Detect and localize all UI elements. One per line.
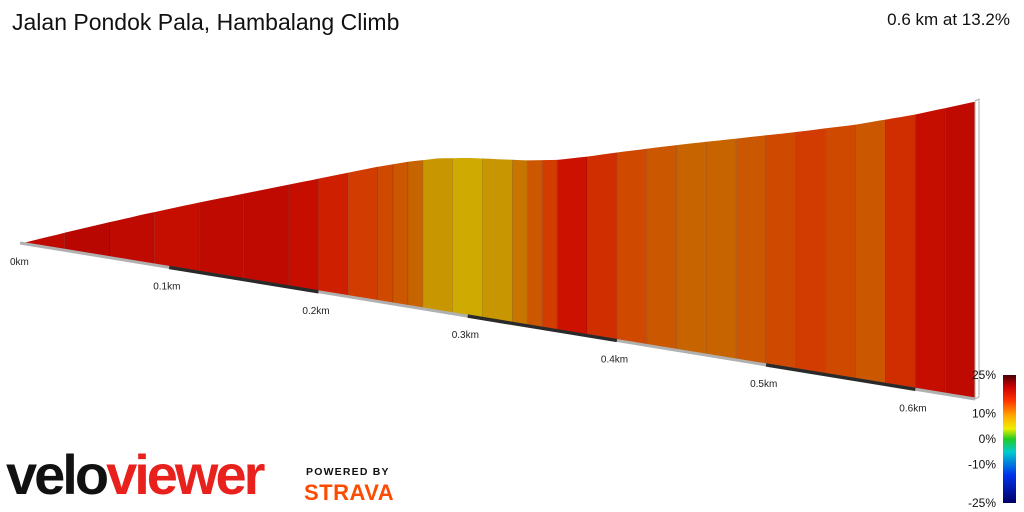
distance-band <box>467 314 618 343</box>
climb-summary: 0.6 km at 13.2% <box>887 10 1010 29</box>
distance-tick-label: 0.2km <box>302 306 329 317</box>
gradient-scale-label: -10% <box>968 458 996 472</box>
gradient-scale-label: 0% <box>979 432 997 446</box>
distance-ticks: 0km 0.1km 0.2km 0.3km 0.4km 0.5km 0.6km <box>10 257 927 414</box>
gradient-segment <box>153 201 200 273</box>
gradient-segment <box>706 137 737 361</box>
gradient-segment <box>541 158 558 332</box>
gradient-scale-label: 25% <box>972 368 996 382</box>
logo-velo: veloviewer <box>6 448 265 506</box>
distance-tick-label: 0.6km <box>899 403 926 414</box>
profile-top-edge <box>19 100 976 244</box>
gradient-segment <box>825 123 856 380</box>
gradient-segment <box>586 151 618 341</box>
gradient-segment <box>885 113 916 390</box>
gradient-segment <box>288 177 319 293</box>
distance-band <box>168 265 319 294</box>
gradient-segment <box>482 157 513 324</box>
gradient-segment <box>422 157 454 315</box>
distance-tick-label: 0.4km <box>601 355 628 366</box>
strava-logo: STRAVA <box>304 480 395 505</box>
page-title: Jalan Pondok Pala, Hambalang Climb <box>12 9 400 35</box>
gradient-segment <box>392 160 409 307</box>
gradient-segment <box>317 171 349 298</box>
gradient-scale-bar <box>1003 375 1016 503</box>
gradient-segment <box>855 118 886 385</box>
distance-tick-label: 0km <box>10 257 29 268</box>
distance-tick-label: 0.5km <box>750 379 777 390</box>
gradient-segment <box>347 165 379 302</box>
gradient-segment <box>795 127 827 376</box>
profile-end-face <box>974 98 980 400</box>
gradient-segment <box>452 156 484 320</box>
gradient-segment <box>765 130 797 371</box>
gradient-color-scale: 25% 10% 0% -10% -25% <box>968 368 1016 510</box>
gradient-segment <box>914 106 946 395</box>
distance-axis-bands <box>168 265 916 391</box>
gradient-segment <box>616 147 648 346</box>
gradient-segment <box>512 158 528 327</box>
gradient-scale-label: 10% <box>972 406 996 420</box>
distance-band <box>765 363 916 391</box>
distance-tick-label: 0.1km <box>153 281 180 292</box>
gradient-segment <box>556 155 588 337</box>
gradient-scale-label: -25% <box>968 496 996 510</box>
gradient-segments <box>19 100 976 400</box>
distance-tick-label: 0.3km <box>452 330 479 341</box>
veloviewer-logo: veloviewer <box>6 448 268 506</box>
gradient-segment <box>646 143 677 351</box>
gradient-segment <box>676 140 707 356</box>
powered-by-label: POWERED BY <box>306 466 390 478</box>
gradient-segment <box>526 158 543 329</box>
gradient-segment <box>243 183 290 288</box>
gradient-segment <box>407 158 424 310</box>
gradient-segment <box>198 192 245 281</box>
gradient-segment <box>735 134 767 366</box>
gradient-segment <box>377 163 394 305</box>
gradient-segment <box>944 100 976 400</box>
